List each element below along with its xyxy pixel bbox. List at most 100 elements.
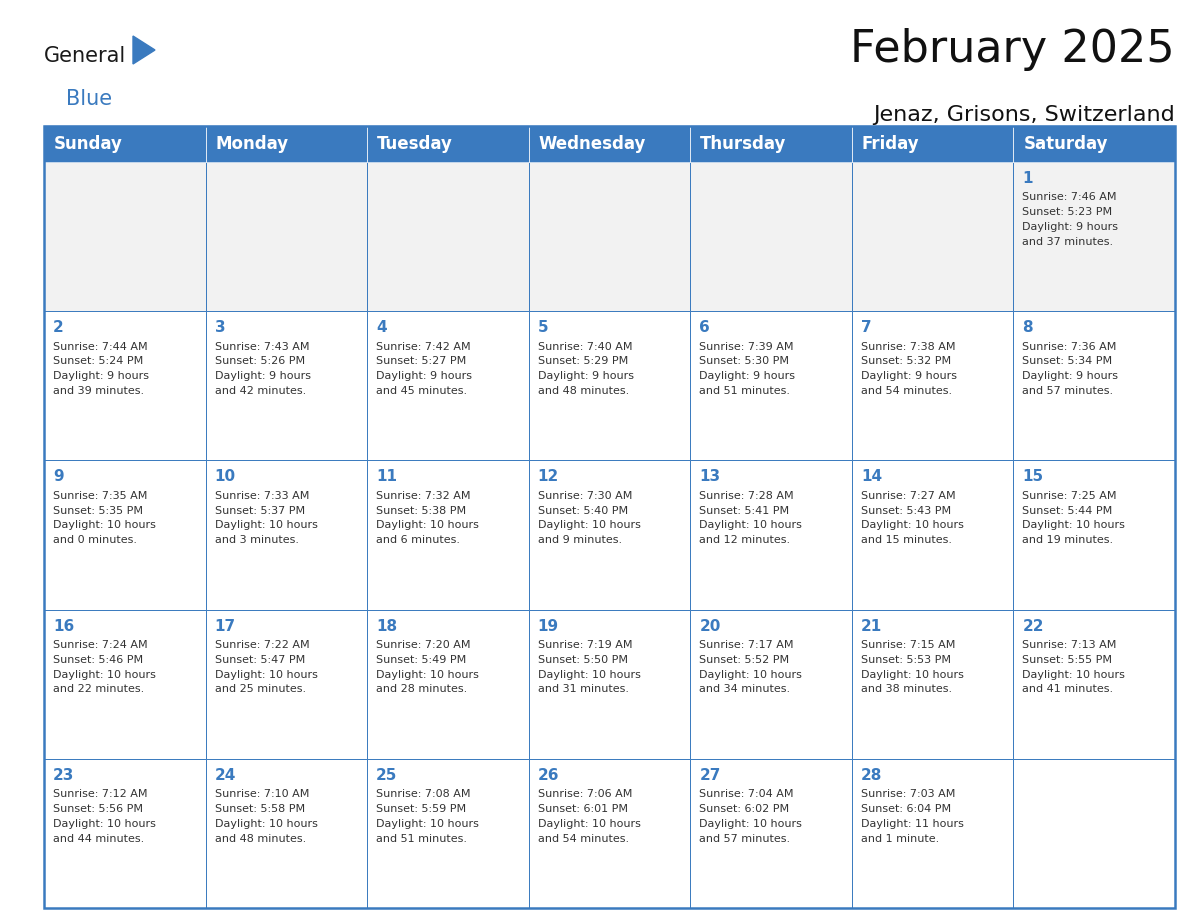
Bar [206,610,367,759]
Text: and 38 minutes.: and 38 minutes. [861,685,952,695]
Bar [206,126,367,162]
Text: 15: 15 [1023,469,1043,485]
Text: Sunrise: 7:42 AM: Sunrise: 7:42 AM [377,341,470,352]
Text: 17: 17 [215,619,235,633]
Text: Sunrise: 7:24 AM: Sunrise: 7:24 AM [53,640,147,650]
Text: Sunset: 6:04 PM: Sunset: 6:04 PM [861,804,950,814]
Text: Sunrise: 7:46 AM: Sunrise: 7:46 AM [1023,193,1117,203]
Text: Jenaz, Grisons, Switzerland: Jenaz, Grisons, Switzerland [873,105,1175,125]
Text: 13: 13 [700,469,720,485]
Text: Daylight: 9 hours: Daylight: 9 hours [700,371,795,381]
Text: and 51 minutes.: and 51 minutes. [377,834,467,844]
Text: Sunset: 5:59 PM: Sunset: 5:59 PM [377,804,466,814]
Text: Sunrise: 7:36 AM: Sunrise: 7:36 AM [1023,341,1117,352]
Text: Tuesday: Tuesday [377,135,453,152]
Bar [1013,759,1175,908]
Text: Daylight: 9 hours: Daylight: 9 hours [861,371,956,381]
Text: Sunrise: 7:40 AM: Sunrise: 7:40 AM [538,341,632,352]
Text: and 1 minute.: and 1 minute. [861,834,939,844]
Bar [529,461,690,610]
Text: Daylight: 10 hours: Daylight: 10 hours [377,670,479,679]
Text: Sunset: 5:32 PM: Sunset: 5:32 PM [861,356,950,366]
Text: and 48 minutes.: and 48 minutes. [538,386,628,396]
Text: Sunrise: 7:15 AM: Sunrise: 7:15 AM [861,640,955,650]
Bar [44,759,206,908]
Text: Daylight: 10 hours: Daylight: 10 hours [215,819,317,829]
Text: Sunrise: 7:20 AM: Sunrise: 7:20 AM [377,640,470,650]
Text: 8: 8 [1023,320,1034,335]
Text: 18: 18 [377,619,397,633]
Text: Sunset: 5:29 PM: Sunset: 5:29 PM [538,356,628,366]
Text: Daylight: 10 hours: Daylight: 10 hours [1023,670,1125,679]
Bar [44,162,206,311]
Bar [206,759,367,908]
Bar [367,311,529,461]
Text: 7: 7 [861,320,872,335]
Bar [44,610,206,759]
Bar [44,461,206,610]
Bar [852,461,1013,610]
Text: Daylight: 9 hours: Daylight: 9 hours [377,371,472,381]
Text: 25: 25 [377,767,398,783]
Text: Sunset: 5:46 PM: Sunset: 5:46 PM [53,655,143,665]
Bar [206,461,367,610]
Text: 21: 21 [861,619,883,633]
Bar [852,610,1013,759]
Text: February 2025: February 2025 [851,28,1175,71]
Text: Sunrise: 7:25 AM: Sunrise: 7:25 AM [1023,491,1117,501]
Text: Sunset: 5:52 PM: Sunset: 5:52 PM [700,655,789,665]
Text: Sunrise: 7:27 AM: Sunrise: 7:27 AM [861,491,955,501]
Text: Sunset: 5:53 PM: Sunset: 5:53 PM [861,655,950,665]
Text: 11: 11 [377,469,397,485]
Text: 2: 2 [53,320,64,335]
Text: and 25 minutes.: and 25 minutes. [215,685,305,695]
Text: Sunrise: 7:33 AM: Sunrise: 7:33 AM [215,491,309,501]
Text: and 0 minutes.: and 0 minutes. [53,535,137,545]
Text: and 41 minutes.: and 41 minutes. [1023,685,1113,695]
Bar [367,162,529,311]
Bar [1013,162,1175,311]
Bar [44,126,1175,908]
Text: Sunrise: 7:13 AM: Sunrise: 7:13 AM [1023,640,1117,650]
Text: Sunrise: 7:12 AM: Sunrise: 7:12 AM [53,789,147,800]
Text: and 22 minutes.: and 22 minutes. [53,685,144,695]
Text: and 51 minutes.: and 51 minutes. [700,386,790,396]
Text: and 19 minutes.: and 19 minutes. [1023,535,1113,545]
Bar [852,126,1013,162]
Text: Sunset: 5:44 PM: Sunset: 5:44 PM [1023,506,1113,516]
Text: Sunset: 5:37 PM: Sunset: 5:37 PM [215,506,304,516]
Text: Sunset: 5:56 PM: Sunset: 5:56 PM [53,804,143,814]
Text: 27: 27 [700,767,721,783]
Bar [690,162,852,311]
Bar [529,311,690,461]
Text: General: General [44,46,126,66]
Text: Daylight: 9 hours: Daylight: 9 hours [1023,222,1118,232]
Polygon shape [133,36,154,64]
Bar [1013,610,1175,759]
Text: and 39 minutes.: and 39 minutes. [53,386,144,396]
Text: Sunday: Sunday [53,135,122,152]
Bar [852,759,1013,908]
Bar [1013,461,1175,610]
Text: 9: 9 [53,469,64,485]
Text: and 44 minutes.: and 44 minutes. [53,834,144,844]
Text: Sunrise: 7:28 AM: Sunrise: 7:28 AM [700,491,794,501]
Text: and 42 minutes.: and 42 minutes. [215,386,305,396]
Text: and 28 minutes.: and 28 minutes. [377,685,467,695]
Bar [206,162,367,311]
Text: Sunset: 5:40 PM: Sunset: 5:40 PM [538,506,627,516]
Text: Sunrise: 7:35 AM: Sunrise: 7:35 AM [53,491,147,501]
Bar [529,126,690,162]
Text: 16: 16 [53,619,74,633]
Text: Sunset: 5:34 PM: Sunset: 5:34 PM [1023,356,1112,366]
Bar [690,461,852,610]
Text: 20: 20 [700,619,721,633]
Text: Sunrise: 7:17 AM: Sunrise: 7:17 AM [700,640,794,650]
Text: Daylight: 10 hours: Daylight: 10 hours [377,819,479,829]
Text: 28: 28 [861,767,883,783]
Text: Daylight: 10 hours: Daylight: 10 hours [700,521,802,531]
Text: and 48 minutes.: and 48 minutes. [215,834,305,844]
Text: 1: 1 [1023,171,1032,186]
Text: Sunset: 5:49 PM: Sunset: 5:49 PM [377,655,467,665]
Text: Sunrise: 7:44 AM: Sunrise: 7:44 AM [53,341,147,352]
